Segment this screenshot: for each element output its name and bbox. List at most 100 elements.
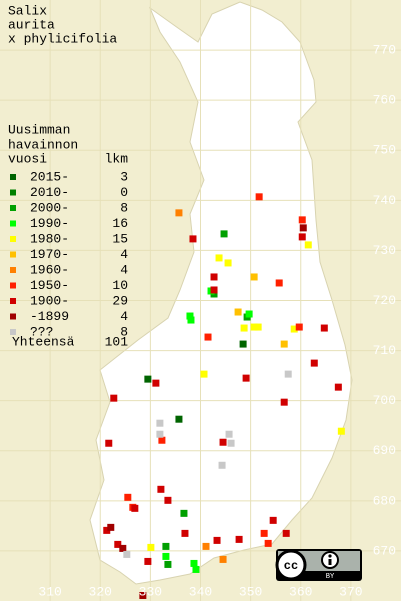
observation-square	[269, 516, 277, 524]
legend-count: 29	[112, 293, 128, 308]
observation-square	[162, 552, 170, 560]
observation-square	[156, 430, 164, 438]
observation-square	[280, 340, 288, 348]
observation-square	[213, 536, 221, 544]
observation-square	[304, 241, 312, 249]
observation-square	[239, 340, 247, 348]
observation-square	[204, 333, 212, 341]
legend-label: 1900-	[30, 293, 69, 308]
observation-square	[320, 324, 328, 332]
observation-square	[295, 323, 303, 331]
observation-square	[162, 542, 170, 550]
observation-square	[254, 323, 262, 331]
legend-label: 1970-	[30, 247, 69, 262]
legend-header: Uusimman	[8, 122, 70, 137]
legend-label: 2015-	[30, 169, 69, 184]
y-tick-label: 700	[373, 393, 396, 408]
observation-square	[187, 316, 195, 324]
observation-square	[144, 375, 152, 383]
legend-count: 4	[120, 247, 128, 262]
observation-square	[284, 370, 292, 378]
legend-count: 3	[120, 169, 128, 184]
observation-square	[290, 325, 298, 333]
observation-square	[255, 193, 263, 201]
observation-square	[202, 542, 210, 550]
observation-square	[240, 324, 248, 332]
observation-square	[298, 233, 306, 241]
observation-square	[192, 565, 200, 573]
legend-label: 2000-	[30, 200, 69, 215]
observation-square	[245, 310, 253, 318]
observation-square	[299, 224, 307, 232]
legend: Salix aurita x phylicifolia Uusimman hav…	[8, 3, 128, 349]
observation-square	[144, 557, 152, 565]
observation-square	[158, 436, 166, 444]
legend-header: havainnon	[8, 137, 78, 152]
legend-count: 4	[120, 262, 128, 277]
license-badge: cc BY	[275, 549, 362, 581]
observation-square	[235, 535, 243, 543]
observation-square	[282, 529, 290, 537]
observation-square	[156, 419, 164, 427]
legend-swatch	[10, 267, 16, 273]
legend-label: 1990-	[30, 216, 69, 231]
observation-square	[123, 550, 131, 558]
legend-label: 1980-	[30, 231, 69, 246]
observation-square	[210, 273, 218, 281]
observation-square	[224, 259, 232, 267]
legend-count: 4	[120, 309, 128, 324]
observation-square	[234, 308, 242, 316]
svg-text:cc: cc	[284, 559, 298, 573]
legend-swatch	[10, 282, 16, 289]
observation-square	[219, 438, 227, 446]
legend-label: ???	[30, 324, 53, 339]
observation-square	[275, 279, 283, 287]
observation-square	[164, 496, 172, 504]
observation-square	[250, 273, 258, 281]
legend-count: 8	[120, 324, 128, 339]
observation-square	[264, 539, 272, 547]
observation-square	[219, 555, 227, 563]
x-tick-label: 320	[89, 584, 112, 599]
legend-count-header: lkm	[105, 151, 129, 166]
observation-square	[175, 209, 183, 217]
y-tick-label: 750	[373, 143, 396, 158]
observation-square	[337, 427, 345, 435]
observation-square	[157, 485, 165, 493]
observation-square	[119, 544, 127, 552]
observation-square	[200, 370, 208, 378]
y-tick-label: 670	[373, 543, 396, 558]
y-tick-label: 690	[373, 443, 396, 458]
legend-label: -1899	[30, 309, 69, 324]
observation-square	[189, 235, 197, 243]
legend-count: 10	[112, 278, 128, 293]
x-tick-label: 340	[189, 584, 212, 599]
y-tick-label: 720	[373, 293, 396, 308]
observation-square	[103, 526, 111, 534]
observation-square	[107, 523, 115, 531]
y-tick-label: 770	[373, 43, 396, 58]
x-tick-label: 330	[139, 584, 162, 599]
legend-swatch	[10, 189, 16, 196]
observation-square	[181, 529, 189, 537]
observation-square	[220, 230, 228, 238]
title-line: Salix	[8, 3, 47, 18]
legend-swatch	[10, 313, 16, 320]
legend-label: 1950-	[30, 278, 69, 293]
legend-swatch	[10, 236, 16, 242]
title-line: x phylicifolia	[8, 31, 117, 46]
x-tick-label: 350	[239, 584, 262, 599]
observation-square	[147, 543, 155, 551]
observation-square	[260, 529, 268, 537]
x-tick-label: 310	[38, 584, 61, 599]
observation-square	[190, 559, 198, 567]
observation-square	[280, 398, 288, 406]
legend-count: 15	[112, 231, 128, 246]
legend-count: 8	[120, 200, 128, 215]
observation-square	[210, 286, 218, 294]
legend-count: 0	[120, 185, 128, 200]
legend-swatch	[10, 329, 16, 335]
y-tick-label: 760	[373, 93, 396, 108]
total-count: 101	[105, 334, 129, 349]
